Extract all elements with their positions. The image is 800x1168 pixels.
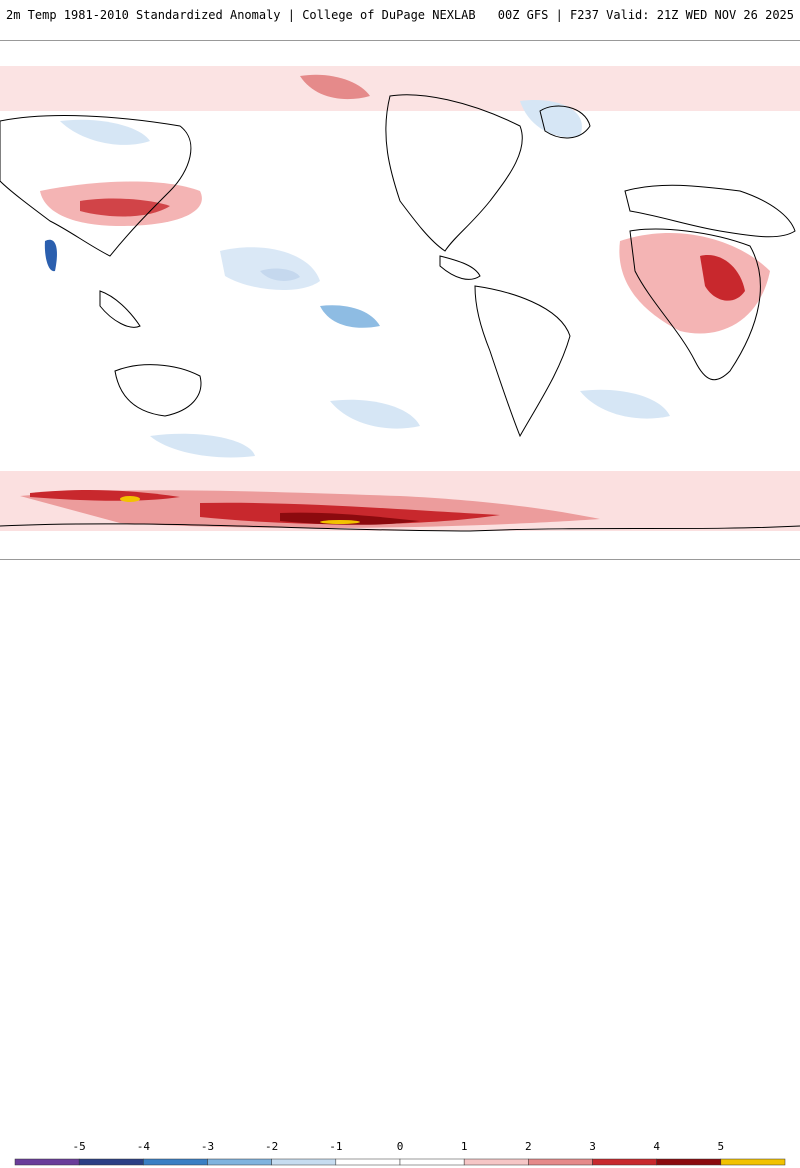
central-america-outline xyxy=(439,255,481,280)
tropical-cool-patch xyxy=(320,305,380,328)
colorbar-tick-label: 5 xyxy=(717,1140,725,1153)
colorbar-tick-label: -1 xyxy=(329,1140,343,1153)
maritime-asia-outline xyxy=(99,290,141,328)
colorbar-segment xyxy=(528,1158,593,1166)
colorbar xyxy=(14,1158,786,1166)
africa-outline xyxy=(629,228,761,381)
colorbar-tick-label: -3 xyxy=(200,1140,215,1153)
colorbar-segment xyxy=(143,1158,208,1166)
africa-warm-anomaly xyxy=(619,232,770,334)
coastlines xyxy=(0,94,800,532)
china-hot-anomaly xyxy=(80,198,170,217)
colorbar-segment xyxy=(271,1158,337,1166)
arctic-warm-band xyxy=(0,66,800,111)
antarctic-peak-west xyxy=(120,496,140,502)
southern-ocean-cool-region xyxy=(150,433,255,458)
south-atlantic-cool-region xyxy=(580,389,670,419)
colorbar-tick-label: 0 xyxy=(396,1140,404,1153)
colorbar-segment xyxy=(14,1158,80,1166)
anomaly-map xyxy=(0,66,800,532)
east-africa-hot-anomaly xyxy=(700,255,745,301)
colorbar-tick-label: 2 xyxy=(525,1140,532,1153)
antarctic-peak-central xyxy=(320,520,360,524)
colorbar-segment xyxy=(207,1158,272,1166)
australia-outline xyxy=(114,364,202,417)
colorbar-tick-label: 1 xyxy=(460,1140,468,1153)
colorbar-legend: -5 -4 -3 -2 -1 0 1 2 3 4 5 xyxy=(0,568,800,1166)
europe-outline xyxy=(624,184,796,238)
colorbar-tick-label: -5 xyxy=(72,1140,86,1153)
colorbar-segment xyxy=(720,1158,786,1166)
asia-outline xyxy=(0,115,192,257)
south-pacific-cool-region xyxy=(330,399,420,429)
siberia-cool-region xyxy=(60,119,150,145)
arctic-hot-spot xyxy=(300,74,370,100)
himalaya-cold-anomaly xyxy=(44,239,57,272)
colorbar-tick-label: 4 xyxy=(653,1140,660,1153)
colorbar-segment xyxy=(78,1158,144,1166)
south-america-outline xyxy=(474,285,571,438)
pacific-cool-region xyxy=(220,247,320,291)
colorbar-tick-label: -4 xyxy=(136,1140,150,1153)
header-bar: 2m Temp 1981-2010 Standardized Anomaly |… xyxy=(0,0,800,40)
colorbar-segment xyxy=(399,1158,465,1166)
antarctic-hot-west xyxy=(30,490,180,501)
colorbar-segment xyxy=(656,1158,722,1166)
antarctica-outline xyxy=(0,523,800,532)
colorbar-segment xyxy=(463,1158,529,1166)
greenland-outline xyxy=(539,105,591,139)
valid-time-label: 00Z GFS | F237 Valid: 21Z WED NOV 26 202… xyxy=(497,8,794,22)
antarctic-hot-central xyxy=(200,502,500,525)
colorbar-segment xyxy=(592,1158,657,1166)
north-america-outline xyxy=(385,94,523,252)
colorbar-tick-label: -2 xyxy=(265,1140,279,1153)
map-title: 2m Temp 1981-2010 Standardized Anomaly |… xyxy=(6,8,476,22)
antarctic-extreme-core xyxy=(280,512,420,525)
map-panel[interactable] xyxy=(0,40,800,560)
colorbar-segment xyxy=(335,1158,401,1166)
greenland-cool-region xyxy=(520,100,582,138)
colorbar-tick-label: 3 xyxy=(589,1140,596,1153)
